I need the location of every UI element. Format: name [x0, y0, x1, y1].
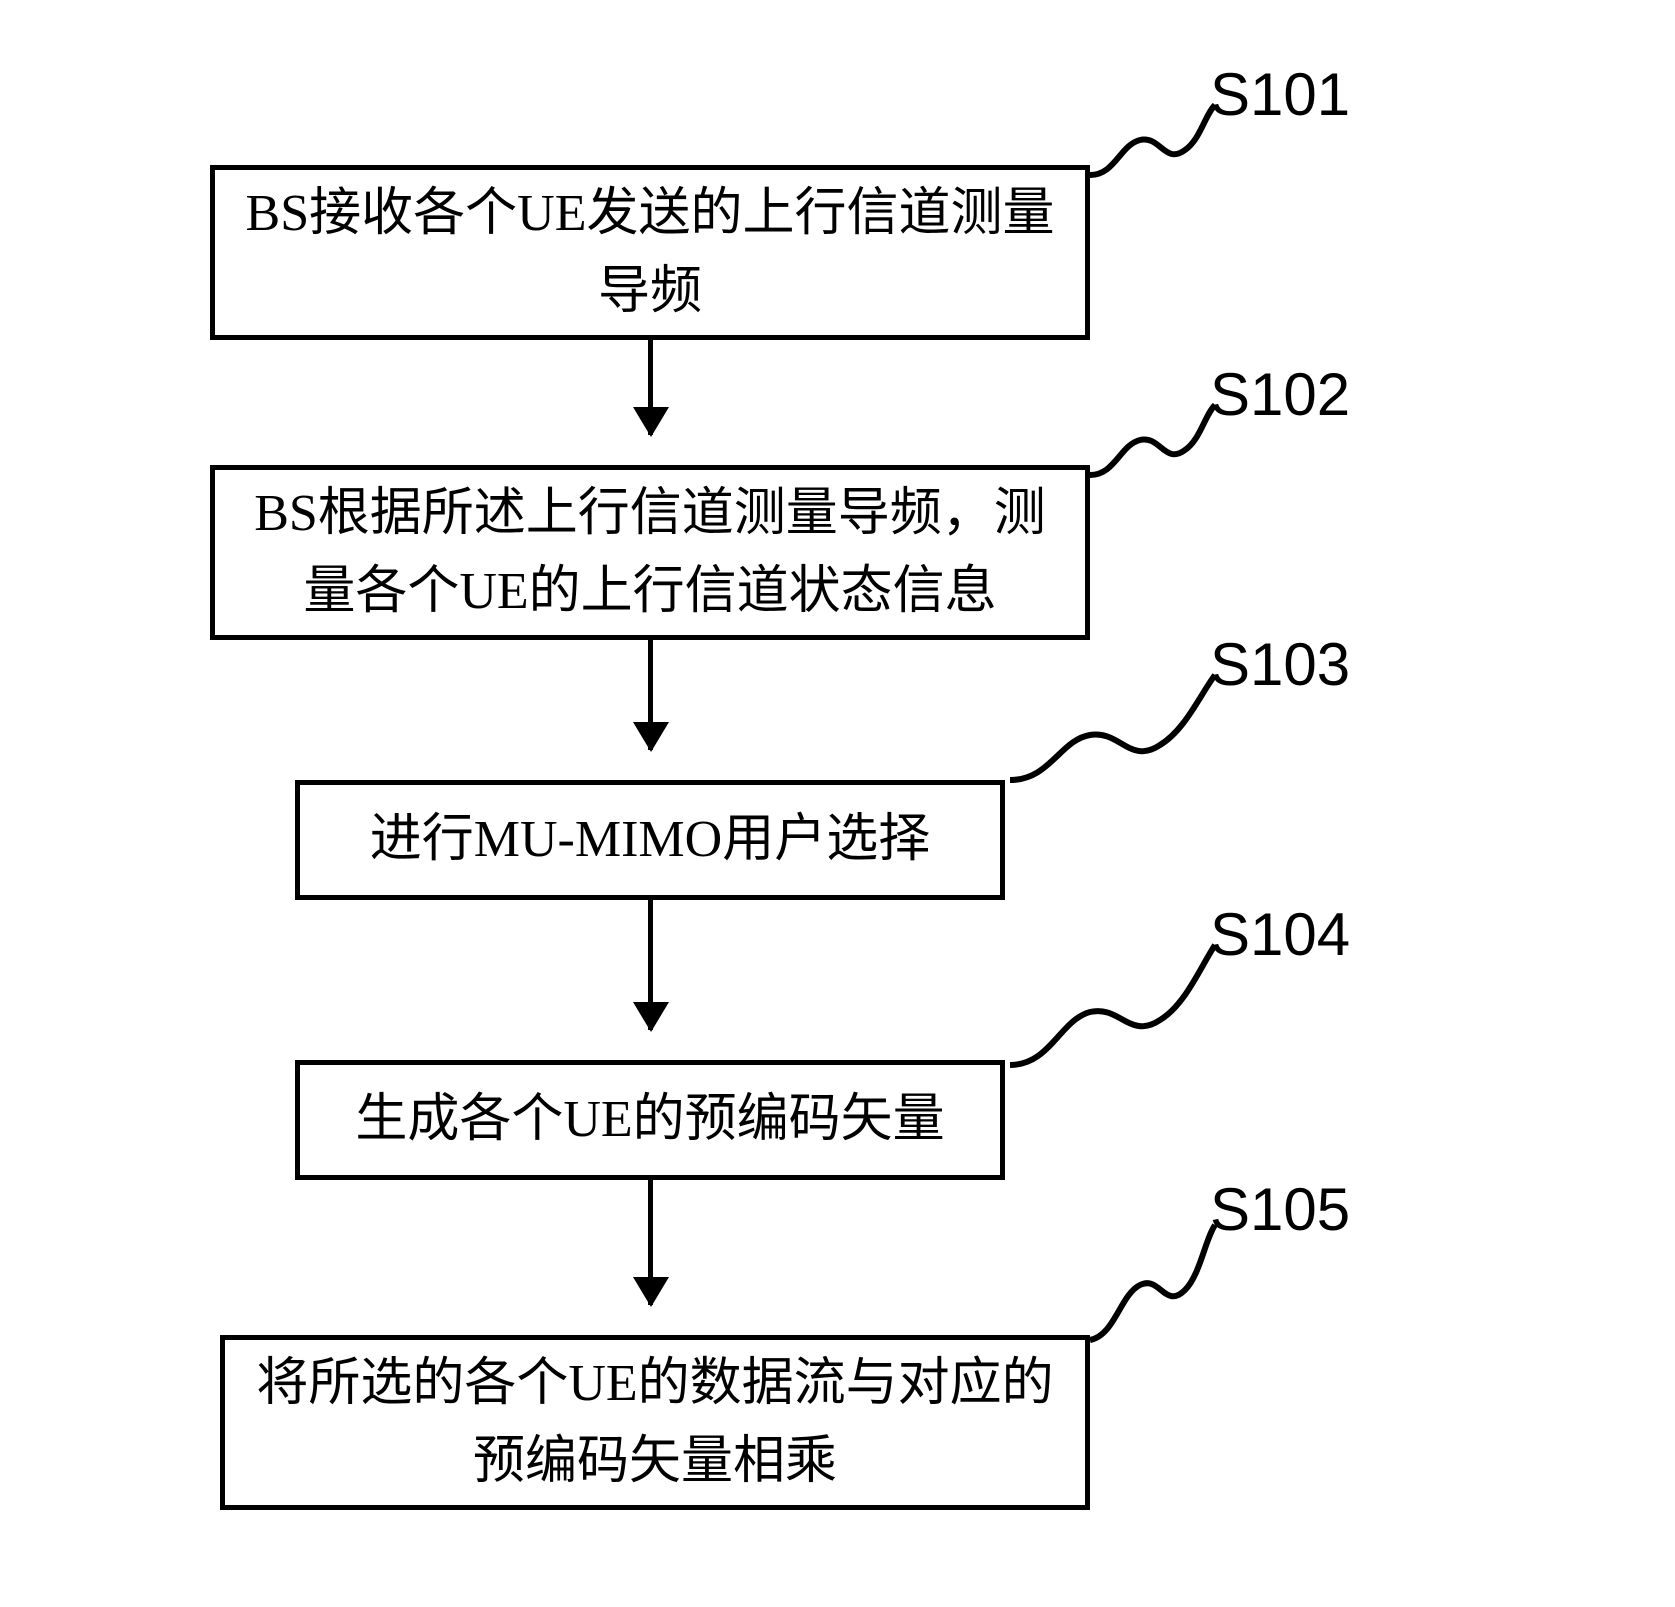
arrow-s104-s105	[648, 1180, 653, 1305]
step-box-s104: 生成各个UE的预编码矢量	[295, 1060, 1005, 1180]
step-box-s103: 进行MU-MIMO用户选择	[295, 780, 1005, 900]
arrow-s102-s103	[648, 640, 653, 750]
step-text-s103: 进行MU-MIMO用户选择	[370, 801, 930, 879]
squiggle-s101	[1080, 90, 1230, 190]
step-label-s102: S102	[1210, 360, 1350, 429]
squiggle-s104	[1000, 930, 1230, 1080]
step-text-s101: BS接收各个UE发送的上行信道测量 导频	[246, 175, 1055, 331]
step-text-s105: 将所选的各个UE的数据流与对应的 预编码矢量相乘	[256, 1345, 1053, 1501]
step-label-s101: S101	[1210, 60, 1350, 129]
step-label-s103: S103	[1210, 630, 1350, 699]
step-text-s104: 生成各个UE的预编码矢量	[355, 1081, 944, 1159]
arrow-s101-s102	[648, 340, 653, 435]
squiggle-s103	[1000, 660, 1230, 800]
squiggle-s102	[1080, 390, 1230, 490]
step-text-s102: BS根据所述上行信道测量导频，测 量各个UE的上行信道状态信息	[254, 475, 1046, 631]
arrow-s103-s104	[648, 900, 653, 1030]
step-label-s104: S104	[1210, 900, 1350, 969]
step-box-s105: 将所选的各个UE的数据流与对应的 预编码矢量相乘	[220, 1335, 1090, 1510]
squiggle-s105	[1080, 1210, 1230, 1350]
step-box-s101: BS接收各个UE发送的上行信道测量 导频	[210, 165, 1090, 340]
step-box-s102: BS根据所述上行信道测量导频，测 量各个UE的上行信道状态信息	[210, 465, 1090, 640]
step-label-s105: S105	[1210, 1175, 1350, 1244]
